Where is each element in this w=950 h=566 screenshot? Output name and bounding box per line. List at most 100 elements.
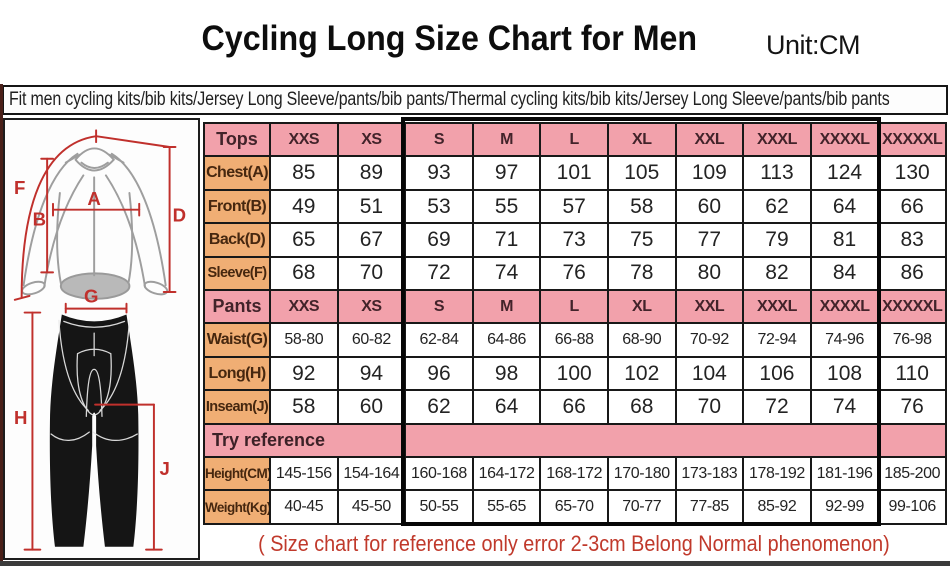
size-header-cell: XXL [674, 121, 745, 158]
value-cell: 85 [269, 155, 339, 191]
value-cell: 73 [539, 222, 609, 258]
left-edge-strip [0, 84, 3, 562]
value-cell: 55 [471, 188, 542, 225]
value-cell: 109 [674, 155, 745, 191]
value-cell: 64 [471, 389, 542, 425]
value-cell: 40-45 [269, 489, 339, 525]
measurement-label-cell: Weight(Kg) [203, 489, 271, 525]
value-cell: 100 [539, 355, 609, 392]
label-waist-g-icon: G [84, 286, 98, 307]
value-cell: 62 [404, 389, 474, 425]
size-header-cell: S [404, 289, 474, 325]
measurement-label-cell: Sleeve(F) [203, 255, 271, 292]
value-cell: 80 [674, 255, 745, 292]
value-cell: 74 [809, 389, 880, 425]
pants-measurements [23, 311, 163, 551]
value-cell: 62-84 [404, 322, 474, 358]
value-cell: 68 [269, 255, 339, 292]
value-cell: 93 [404, 155, 474, 191]
page-title: Cycling Long Size Chart for Men [201, 19, 698, 58]
size-header-cell: M [471, 289, 542, 325]
section-fill-cell [404, 422, 947, 459]
table-row: Chest(A) 85 89 93 97 101 105 109 113 124 130 [203, 155, 947, 191]
value-cell: 178-192 [742, 456, 812, 492]
value-cell: 89 [336, 155, 407, 191]
value-cell: 49 [269, 188, 339, 225]
size-header-cell: XXL [674, 289, 745, 325]
value-cell: 185-200 [877, 456, 947, 492]
value-cell: 160-168 [404, 456, 474, 492]
garment-diagram-panel: A B D F G H J [3, 118, 200, 560]
size-header-cell: XS [336, 121, 407, 158]
size-table: Tops XXS XS S M L XL XXL XXXL XXXXL XXXXXL Chest(A)… [202, 121, 947, 525]
table-row: Try reference [202, 422, 947, 459]
value-cell: 62 [742, 188, 812, 225]
unit-label: Unit:CM [765, 30, 861, 60]
value-cell: 74 [471, 255, 542, 292]
value-cell: 72 [404, 255, 474, 292]
measurement-label-cell: Height(CM) [203, 456, 271, 492]
value-cell: 154-164 [336, 456, 407, 492]
value-cell: 75 [606, 222, 677, 258]
value-cell: 65 [269, 222, 339, 258]
size-header-cell: XXXL [742, 289, 812, 325]
label-chest-a-icon: A [87, 188, 100, 209]
label-back-d-icon: D [173, 204, 186, 225]
value-cell: 181-196 [809, 456, 880, 492]
pants-diagram [49, 314, 139, 547]
size-header-cell: L [539, 121, 609, 158]
table-row: Tops XXS XS S M L XL XXL XXXL XXXXL XXXXXL [203, 121, 947, 158]
value-cell: 70-92 [674, 322, 745, 358]
table-row: Inseam(J) 58 60 62 64 66 68 70 72 74 76 [203, 389, 947, 425]
group-header-cell: Pants [203, 289, 271, 325]
value-cell: 145-156 [269, 456, 339, 492]
size-header-cell: M [471, 121, 542, 158]
value-cell: 45-50 [336, 489, 407, 525]
measurement-label-cell: Front(B) [203, 188, 271, 225]
value-cell: 66 [877, 188, 947, 225]
table-row: Sleeve(F) 68 70 72 74 76 78 80 82 84 86 [203, 255, 947, 292]
value-cell: 101 [539, 155, 609, 191]
value-cell: 60-82 [336, 322, 407, 358]
table-row: Long(H) 92 94 96 98 100 102 104 106 108 110 [203, 355, 947, 392]
value-cell: 102 [606, 355, 677, 392]
value-cell: 74-96 [809, 322, 880, 358]
value-cell: 86 [877, 255, 947, 292]
size-header-cell: XXXL [742, 121, 812, 158]
value-cell: 66 [539, 389, 609, 425]
value-cell: 71 [471, 222, 542, 258]
value-cell: 70 [674, 389, 745, 425]
size-header-cell: XXS [269, 121, 339, 158]
table-row: Back(D) 65 67 69 71 73 75 77 79 81 83 [203, 222, 947, 258]
size-header-cell: S [404, 121, 474, 158]
value-cell: 67 [336, 222, 407, 258]
table-row: Pants XXS XS S M L XL XXL XXXL XXXXL XXXXXL [203, 289, 947, 325]
value-cell: 170-180 [606, 456, 677, 492]
value-cell: 164-172 [471, 456, 542, 492]
value-cell: 60 [336, 389, 407, 425]
table-row: Waist(G) 58-80 60-82 62-84 64-86 66-88 68-90 70… [203, 322, 947, 358]
footnote: ( Size chart for reference only error 2-… [258, 531, 890, 556]
measurement-label-cell: Inseam(J) [203, 389, 271, 425]
value-cell: 92 [269, 355, 339, 392]
section-header-cell: Try reference [202, 422, 407, 459]
value-cell: 55-65 [471, 489, 542, 525]
value-cell: 85-92 [742, 489, 812, 525]
fit-description-text: Fit men cycling kits/bib kits/Jersey Lon… [9, 89, 890, 110]
size-header-cell: XL [606, 289, 677, 325]
value-cell: 58-80 [269, 322, 339, 358]
table-row: Height(CM) 145-156 154-164 160-168 164-172 16… [203, 456, 947, 492]
label-sleeve-f-icon: F [14, 177, 25, 198]
size-header-cell: XXXXL [809, 289, 880, 325]
size-table-body: Tops XXS XS S M L XL XXL XXXL XXXXL XXXXXL Chest(A)… [202, 121, 947, 525]
value-cell: 110 [877, 355, 947, 392]
value-cell: 70-77 [606, 489, 677, 525]
value-cell: 51 [336, 188, 407, 225]
value-cell: 68 [606, 389, 677, 425]
value-cell: 113 [742, 155, 812, 191]
value-cell: 104 [674, 355, 745, 392]
measurement-label-cell: Chest(A) [203, 155, 271, 191]
size-header-cell: XXS [269, 289, 339, 325]
value-cell: 94 [336, 355, 407, 392]
value-cell: 77 [674, 222, 745, 258]
